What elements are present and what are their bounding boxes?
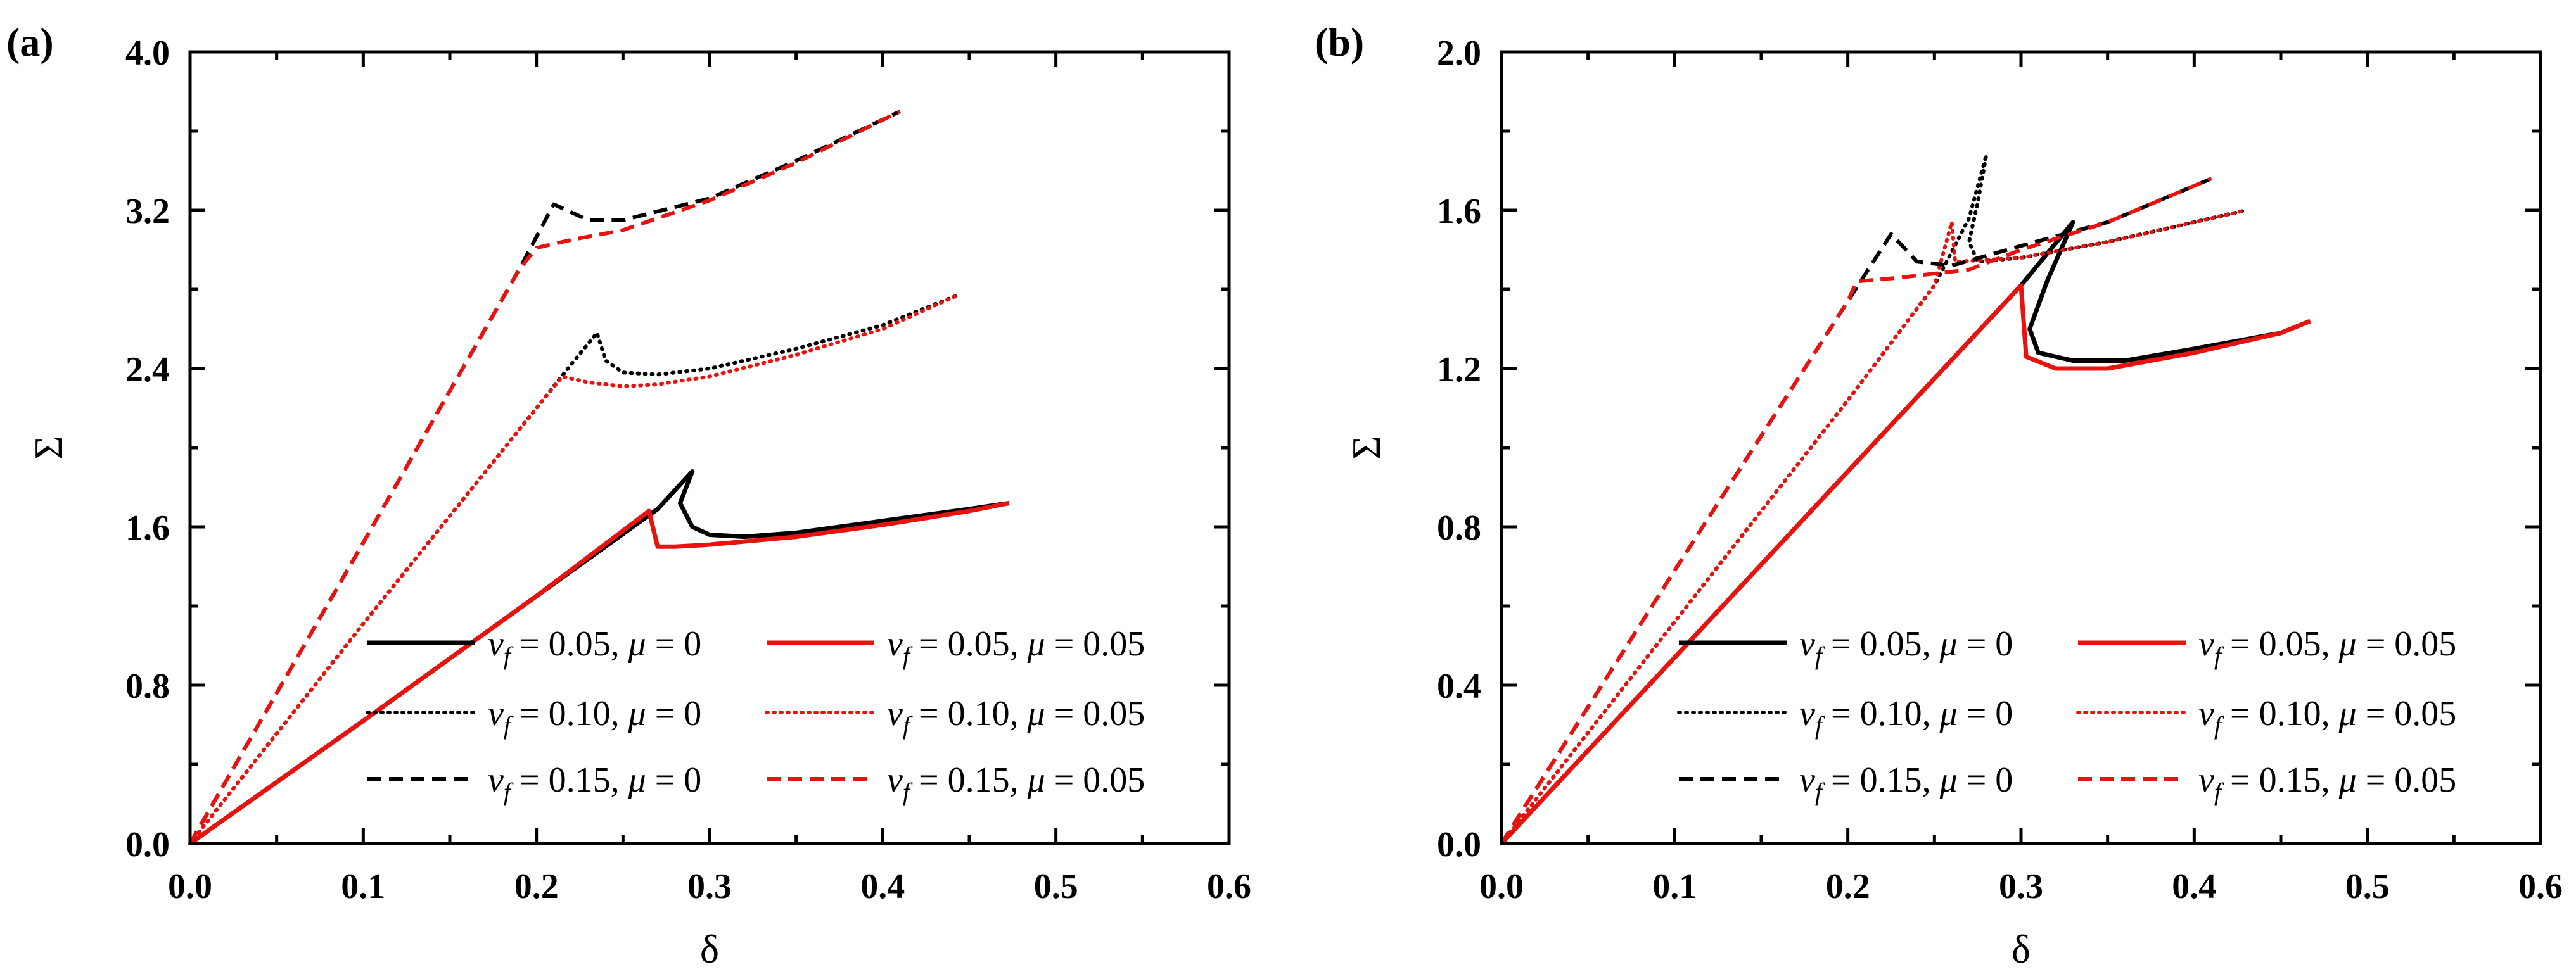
x-tick-label: 0.3 <box>687 867 732 906</box>
x-tick-label: 0.4 <box>860 867 905 906</box>
x-tick-label: 0.0 <box>1479 867 1524 906</box>
series-line <box>1500 220 2311 845</box>
legend-label: vf = 0.05, μ = 0.05 <box>887 624 1145 670</box>
legend-label: vf = 0.15, μ = 0.05 <box>887 761 1145 806</box>
y-tick-label: 0.8 <box>125 667 170 706</box>
y-tick-label: 0.0 <box>125 825 170 864</box>
x-axis-label: δ <box>2012 926 2031 971</box>
legend-label: vf = 0.15, μ = 0 <box>488 761 701 806</box>
legend-label: vf = 0.10, μ = 0 <box>1799 694 2013 740</box>
legend-label: vf = 0.10, μ = 0 <box>488 694 701 740</box>
panel-a: (a) 0.0 0.1 0.2 0.3 0.4 0.5 0.6 0.0 0.8 … <box>6 20 1251 971</box>
x-tick-label: 0.2 <box>514 867 559 906</box>
series-layer <box>188 110 1010 845</box>
series-line <box>1500 208 2248 845</box>
series-line <box>1500 283 2311 845</box>
series-line <box>188 293 959 845</box>
legend-label: vf = 0.05, μ = 0 <box>488 624 701 670</box>
panel-label: (b) <box>1315 20 1364 65</box>
x-tick-label: 0.2 <box>1826 867 1870 906</box>
series-line <box>188 110 902 845</box>
series-line <box>1500 177 2212 845</box>
series-line <box>188 501 1010 845</box>
y-tick-label: 1.6 <box>1437 192 1481 231</box>
x-tick-label: 0.1 <box>341 867 385 906</box>
legend-label: vf = 0.10, μ = 0.05 <box>2198 694 2456 740</box>
series-layer <box>1500 153 2311 845</box>
x-tick-label: 0.5 <box>1034 867 1078 906</box>
legend: vf = 0.05, μ = 0 vf = 0.05, μ = 0.05 vf … <box>366 624 1145 806</box>
series-line <box>1500 177 2212 845</box>
x-tick-label: 0.1 <box>1652 867 1697 906</box>
legend-label: vf = 0.10, μ = 0.05 <box>887 694 1145 740</box>
y-axis-label: Σ <box>26 436 71 459</box>
y-tick-label: 3.2 <box>125 192 170 231</box>
y-tick-label: 2.4 <box>125 350 170 389</box>
x-tick-label: 0.5 <box>2345 867 2390 906</box>
y-tick-label: 0.4 <box>1437 667 1481 706</box>
y-tick-label: 0.0 <box>1437 825 1481 864</box>
y-tick-label: 4.0 <box>125 34 170 73</box>
x-axis-label: δ <box>700 926 719 971</box>
y-axis-label: Σ <box>1344 436 1389 459</box>
x-tick-label: 0.4 <box>2172 867 2216 906</box>
x-tick-label: 0.0 <box>168 867 212 906</box>
x-tick-label: 0.6 <box>2518 867 2563 906</box>
y-tick-label: 2.0 <box>1437 34 1481 73</box>
y-tick-label: 1.2 <box>1437 350 1481 389</box>
panel-label: (a) <box>6 20 54 65</box>
legend-label: vf = 0.15, μ = 0 <box>1799 761 2013 806</box>
series-line <box>188 110 901 845</box>
legend-label: vf = 0.05, μ = 0 <box>1799 624 2013 670</box>
y-tick-label: 0.8 <box>1437 508 1481 548</box>
x-tick-label: 0.6 <box>1207 867 1251 906</box>
x-tick-label: 0.3 <box>1999 867 2043 906</box>
ticks-layer <box>188 50 1231 845</box>
panel-b: (b) 0.0 0.1 0.2 0.3 0.4 0.5 0.6 0.0 0.4 … <box>1315 20 2563 971</box>
legend-label: vf = 0.05, μ = 0.05 <box>2198 624 2456 670</box>
legend-label: vf = 0.15, μ = 0.05 <box>2198 761 2456 806</box>
legend: vf = 0.05, μ = 0 vf = 0.05, μ = 0.05 vf … <box>1677 624 2456 806</box>
y-tick-label: 1.6 <box>125 508 170 548</box>
ticks-layer <box>1500 50 2542 845</box>
